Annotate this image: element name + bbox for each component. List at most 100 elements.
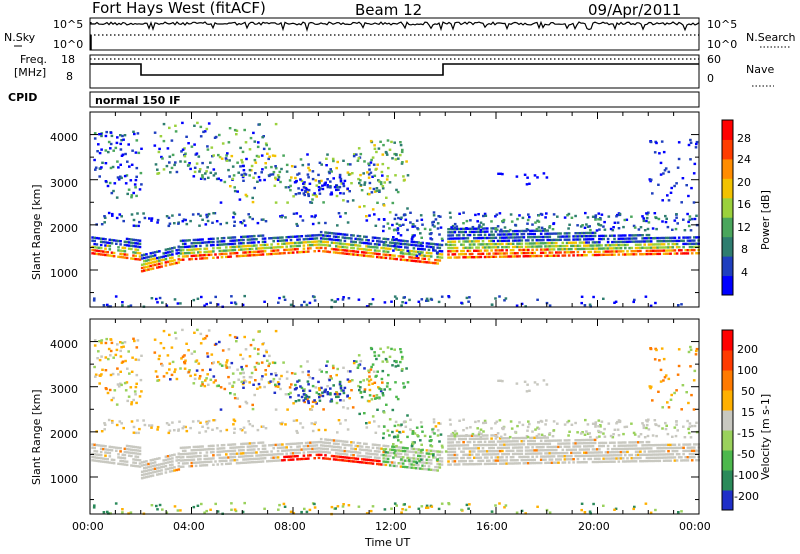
range-cell	[117, 255, 120, 258]
range-cell	[596, 244, 599, 247]
range-cell	[268, 381, 271, 385]
range-cell	[507, 233, 511, 236]
range-cell	[431, 221, 434, 224]
range-cell	[576, 439, 580, 442]
range-cell	[522, 462, 526, 465]
range-cell	[546, 442, 549, 446]
range-cell	[645, 219, 648, 223]
range-cell	[468, 252, 472, 256]
range-cell	[244, 224, 247, 227]
range-cell	[286, 201, 289, 204]
range-cell	[652, 444, 655, 447]
range-cell	[531, 232, 534, 236]
range-cell	[425, 461, 429, 465]
range-cell	[393, 452, 396, 455]
range-cell	[235, 336, 239, 339]
range-cell	[153, 467, 157, 470]
range-cell	[410, 237, 414, 241]
range-cell	[462, 447, 465, 450]
range-cell	[490, 220, 493, 223]
range-cell	[447, 463, 450, 466]
range-cell	[531, 229, 534, 232]
range-cell	[662, 246, 666, 249]
range-cell	[119, 142, 122, 146]
range-cell	[365, 442, 368, 446]
range-cell	[375, 396, 378, 400]
range-cell	[658, 459, 662, 463]
range-cell	[539, 446, 543, 449]
range-cell	[149, 258, 153, 261]
range-cell	[647, 456, 651, 460]
range-cell	[492, 453, 495, 456]
range-cell	[186, 455, 189, 459]
range-cell	[611, 447, 614, 451]
range-cell	[360, 254, 364, 257]
range-cell	[567, 458, 571, 461]
range-cell	[535, 442, 539, 446]
range-cell	[658, 243, 662, 246]
range-cell	[117, 456, 120, 459]
range-cell	[112, 239, 116, 242]
range-cell	[386, 222, 390, 225]
range-cell	[359, 380, 362, 384]
range-cell	[93, 236, 96, 239]
range-cell	[429, 252, 433, 255]
range-cell	[479, 249, 483, 252]
range-cell	[568, 223, 571, 226]
colorbar-swatch	[722, 178, 733, 199]
range-cell	[106, 451, 109, 454]
range-cell	[98, 175, 101, 178]
range-cell	[143, 269, 146, 272]
range-cell	[102, 253, 105, 256]
range-cell	[617, 447, 621, 451]
range-cell	[274, 329, 278, 333]
range-cell	[168, 460, 172, 464]
range-cell	[283, 251, 286, 255]
range-cell	[501, 172, 504, 176]
range-cell	[363, 205, 366, 208]
range-cell	[126, 192, 129, 196]
range-cell	[511, 236, 515, 239]
range-cell	[332, 448, 336, 452]
range-cell	[237, 455, 241, 458]
range-cell	[170, 166, 174, 170]
range-cell	[511, 252, 515, 255]
range-cell	[311, 198, 314, 201]
range-cell	[375, 189, 378, 193]
range-cell	[619, 447, 623, 451]
range-cell	[425, 468, 429, 471]
range-cell	[125, 444, 129, 448]
range-cell	[662, 172, 665, 175]
range-cell	[615, 247, 618, 250]
range-cell	[177, 245, 181, 248]
range-cell	[394, 242, 397, 245]
range-cell	[319, 447, 323, 450]
range-cell	[667, 243, 670, 246]
range-cell	[681, 177, 685, 180]
range-cell	[341, 242, 345, 246]
range-cell	[671, 443, 675, 446]
range-cell	[576, 235, 580, 238]
range-cell	[307, 193, 310, 196]
range-cell	[466, 456, 470, 460]
range-cell	[295, 386, 298, 390]
range-cell	[509, 249, 513, 252]
range-cell	[311, 377, 315, 380]
range-cell	[410, 450, 414, 454]
range-cell	[190, 257, 194, 261]
range-cell	[175, 252, 178, 255]
range-cell	[378, 444, 381, 447]
range-cell	[411, 223, 415, 226]
range-cell	[453, 237, 457, 240]
range-cell	[390, 300, 393, 303]
range-cell	[123, 174, 127, 178]
range-cell	[693, 242, 696, 245]
range-cell	[107, 357, 110, 361]
range-cell	[321, 187, 325, 191]
range-cell	[185, 135, 188, 138]
range-cell	[297, 172, 301, 175]
range-cell	[593, 244, 597, 247]
range-cell	[516, 452, 519, 456]
range-cell	[255, 454, 258, 457]
range-cell	[121, 249, 125, 253]
